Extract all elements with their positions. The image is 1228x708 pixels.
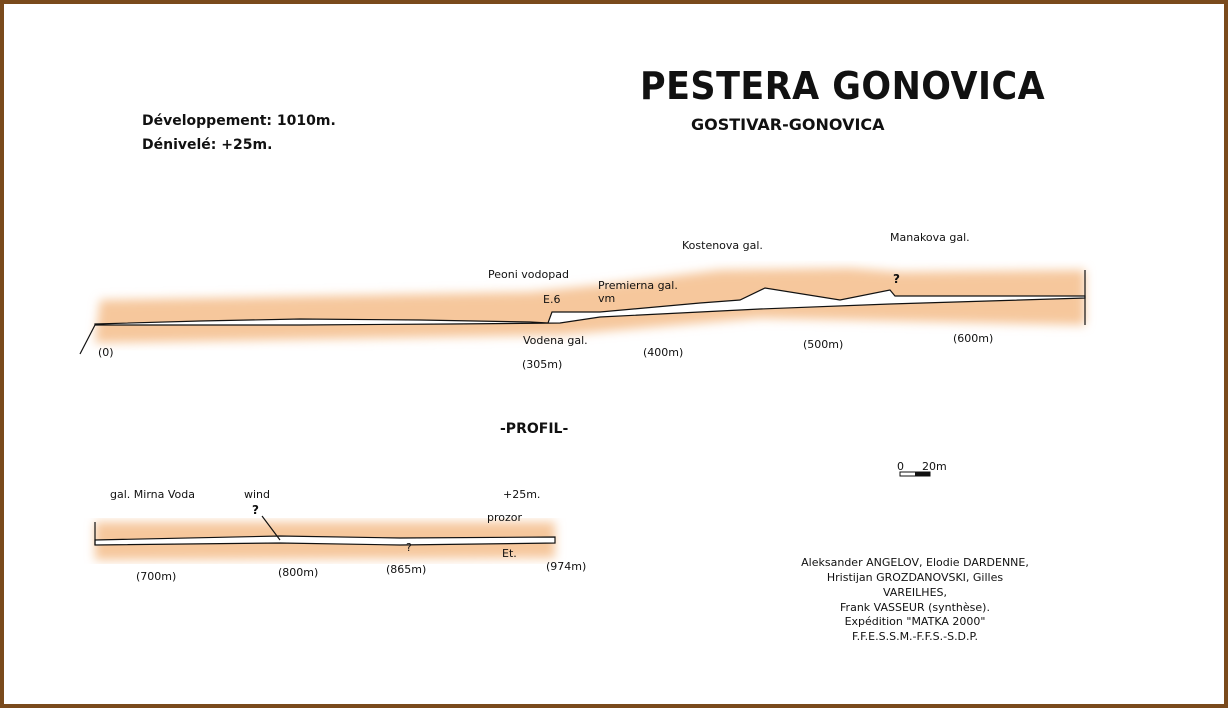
distance-500: (500m) <box>803 338 844 351</box>
label-wind-question: ? <box>252 503 259 517</box>
label-prozor: prozor <box>487 511 523 524</box>
distance-600: (600m) <box>953 332 994 345</box>
label-peoni: Peoni vodopad <box>488 268 569 281</box>
upper-rock-band <box>95 268 1085 343</box>
credit-line-2: Hristijan GROZDANOVSKI, Gilles VAREILHES… <box>826 571 1004 599</box>
expedition: Expédition "MATKA 2000" F.F.E.S.S.M.-F.F… <box>800 614 1030 644</box>
distance-400: (400m) <box>643 346 684 359</box>
label-wind: wind <box>244 488 271 501</box>
label-et: Et. <box>502 547 517 560</box>
scale-bar <box>899 471 931 477</box>
map-subtitle: GOSTIVAR-GONOVICA <box>691 115 885 134</box>
label-vm: vm <box>598 292 616 305</box>
upper-passage <box>94 287 1086 326</box>
map-title: PESTERA GONOVICA <box>640 64 1046 108</box>
scale-twenty: 20m <box>922 460 947 473</box>
label-question: ? <box>893 272 900 286</box>
credit-line-3: Frank VASSEUR (synthèse). <box>840 601 990 614</box>
distance-700: (700m) <box>136 570 177 583</box>
credit-line-4: Expédition "MATKA 2000" <box>844 615 986 628</box>
distance-305: (305m) <box>522 358 563 371</box>
lower-passage <box>94 535 556 546</box>
credit-line-1: Aleksander ANGELOV, Elodie DARDENNE, <box>801 556 1029 569</box>
distance-865: (865m) <box>386 563 427 576</box>
authors: Aleksander ANGELOV, Elodie DARDENNE, Hri… <box>800 555 1030 615</box>
credit-line-5: F.F.E.S.S.M.-F.F.S.-S.D.P. <box>852 630 978 643</box>
label-kostenova: Kostenova gal. <box>682 239 763 252</box>
label-865-question: ? <box>406 541 412 554</box>
distance-0: (0) <box>98 346 114 359</box>
wind-passage <box>261 515 281 541</box>
label-e6: E.6 <box>543 293 561 306</box>
label-mirna-voda: gal. Mirna Voda <box>110 488 195 501</box>
scale-zero: 0 <box>897 460 904 473</box>
label-vodena: Vodena gal. <box>523 334 588 347</box>
upper-entrance-line <box>79 324 96 355</box>
label-premierna: Premierna gal. <box>598 279 678 292</box>
development-stat: Développement: 1010m. <box>142 113 336 129</box>
denivele-stat: Dénivelé: +25m. <box>142 137 273 153</box>
distance-974: (974m) <box>546 560 587 573</box>
label-manakova: Manakova gal. <box>890 231 970 244</box>
profile-label: -PROFIL- <box>500 421 569 437</box>
label-plus25: +25m. <box>503 488 541 501</box>
distance-800: (800m) <box>278 566 319 579</box>
